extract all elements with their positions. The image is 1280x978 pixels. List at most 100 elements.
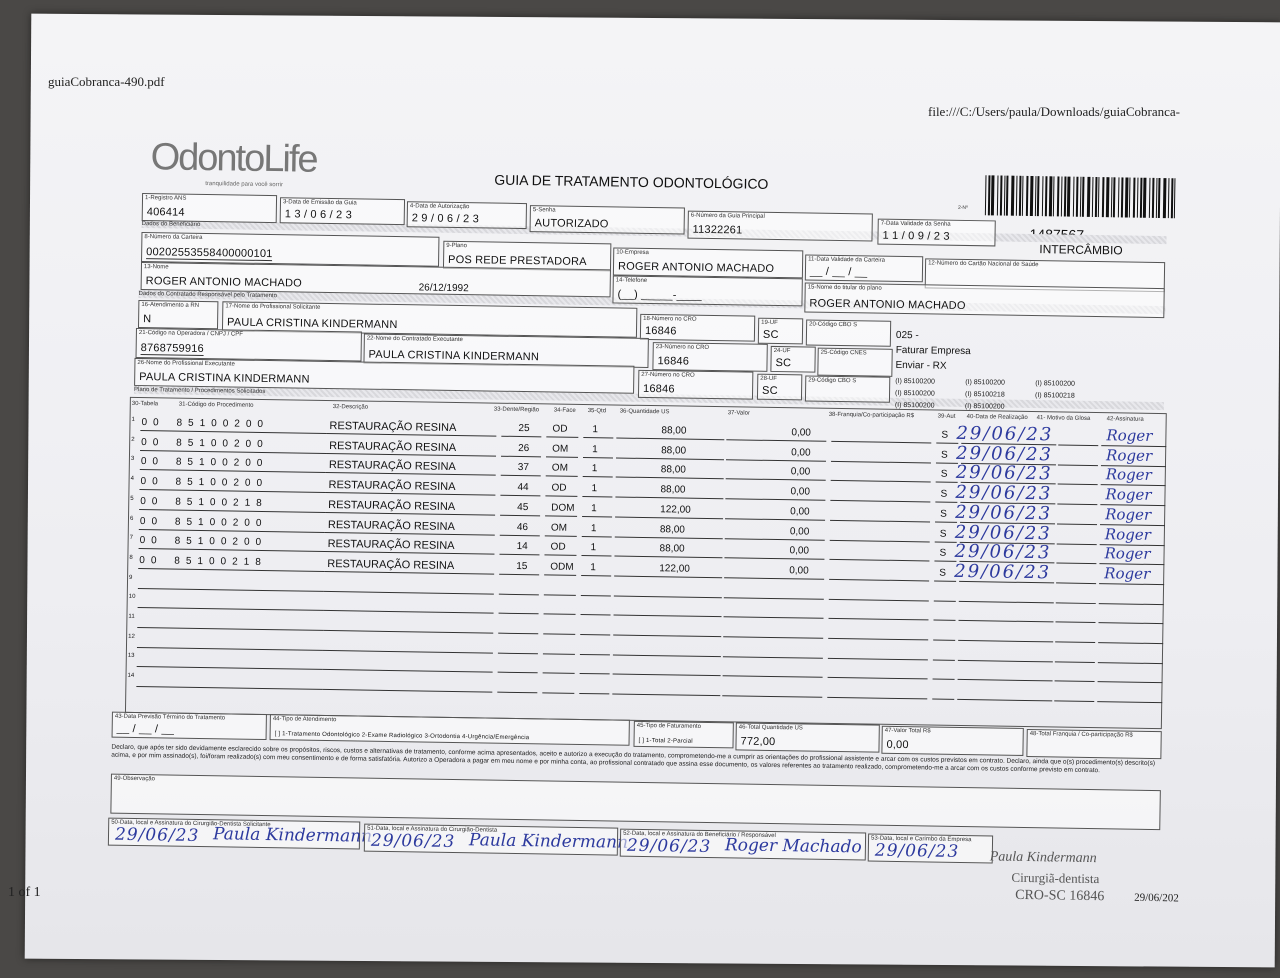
entry-line bbox=[544, 534, 577, 537]
field-45[interactable]: 45-Tipo de Faturamento [ ] 1-Total 2-Parc… bbox=[633, 720, 734, 749]
signature-date: 29/06/23 bbox=[874, 840, 960, 862]
field-24[interactable]: 24-UF SC bbox=[770, 345, 816, 373]
field-value: [ ] 1-Tratamento Odontológico 2-Exame Ra… bbox=[274, 731, 530, 742]
field-label: 20-Código CBO S bbox=[809, 321, 858, 329]
pdf-file-url: file:///C:/Users/paula/Downloads/guiaCob… bbox=[928, 104, 1180, 119]
field-23[interactable]: 23-Número no CRO 16846 bbox=[652, 342, 768, 372]
entry-line bbox=[500, 514, 541, 517]
column-header: 36-Quantidade US bbox=[619, 408, 670, 416]
field-21[interactable]: 21-Código na Operadora / CNPJ / CPF 87687… bbox=[135, 327, 362, 362]
field-4[interactable]: 4-Data de Autorização 2 9 / 0 6 / 2 3 bbox=[406, 201, 527, 230]
barcode-bar bbox=[1136, 177, 1139, 218]
field-18[interactable]: 18-Número no CRO 16846 bbox=[639, 313, 756, 342]
entry-line bbox=[1057, 483, 1098, 486]
entry-line bbox=[934, 560, 957, 563]
field-10[interactable]: 10-Empresa ROGER ANTONIO MACHADO bbox=[612, 247, 804, 279]
field-3[interactable]: 3-Data de Emissão da Guia 1 3 / 0 6 / 2 3 bbox=[279, 197, 406, 226]
stamp-title: Cirurgiã-dentista bbox=[1011, 869, 1100, 887]
entry-line bbox=[498, 632, 539, 635]
field-19[interactable]: 19-UF SC bbox=[757, 317, 804, 345]
entry-line bbox=[935, 501, 958, 503]
tooth: 44 bbox=[517, 482, 529, 494]
us-quantity: 88,00 bbox=[659, 523, 686, 536]
description: RESTAURAÇÃO RESINA bbox=[328, 498, 456, 513]
entry-line bbox=[830, 519, 931, 523]
field-16[interactable]: 16-Atendimento a RN N bbox=[137, 299, 219, 330]
field-25[interactable]: 25-Código CNES bbox=[817, 347, 893, 377]
barcode-bar bbox=[1120, 177, 1124, 218]
entry-line bbox=[542, 653, 575, 655]
signature-date: 29/06/23 bbox=[370, 830, 456, 853]
field-48[interactable]: 48-Total Franquia / Co-participação R$ bbox=[1026, 728, 1162, 760]
field-value: 772,00 bbox=[740, 735, 776, 749]
field-label: 16-Atendimento a RN bbox=[141, 302, 200, 309]
field-11[interactable]: 11-Data Validade da Carteira __ / __ / __ bbox=[804, 254, 924, 283]
barcode-bar bbox=[999, 175, 1003, 216]
field-14[interactable]: 14-Telefone (__) _____-____ bbox=[612, 275, 803, 307]
field-47[interactable]: 47-Valor Total R$ 0,00 bbox=[881, 725, 1024, 756]
face: OD bbox=[551, 482, 567, 494]
authorized: S bbox=[940, 508, 947, 520]
entry-line bbox=[580, 633, 611, 636]
entry-line bbox=[933, 639, 956, 641]
entry-line bbox=[543, 593, 576, 596]
field-46[interactable]: 46-Total Quantidade US 772,00 bbox=[735, 722, 880, 753]
signature-box[interactable]: 52-Data, local e Assinatura do Beneficiá… bbox=[619, 828, 867, 861]
entry-line bbox=[722, 695, 823, 698]
field-15[interactable]: 15-Nome do titular do plano ROGER ANTONIO… bbox=[804, 282, 1165, 319]
us-quantity: 122,00 bbox=[659, 563, 690, 575]
description: RESTAURAÇÃO RESINA bbox=[328, 479, 456, 494]
handwritten-signature: Paula Kindermann bbox=[212, 824, 373, 847]
field-6[interactable]: 6-Número da Guia Principal 11322261 bbox=[687, 210, 873, 242]
barcode-bar bbox=[1044, 176, 1048, 217]
entry-line bbox=[726, 439, 827, 442]
signature-box[interactable]: 50-Data, local e Assinatura do Cirurgião… bbox=[107, 817, 372, 850]
entry-line bbox=[957, 698, 1053, 702]
entry-line bbox=[1056, 542, 1097, 545]
field-8[interactable]: 8-Número da Carteira 00202553558400000101 bbox=[141, 232, 440, 267]
field-1[interactable]: 1-Registro ANS 406414 bbox=[141, 193, 278, 224]
field-27[interactable]: 27-Número no CRO 16846 bbox=[637, 369, 754, 400]
description: RESTAURAÇÃO RESINA bbox=[327, 518, 455, 533]
field-43[interactable]: 43-Data Previsão Término do Tratamento __… bbox=[111, 711, 267, 741]
description: RESTAURAÇÃO RESINA bbox=[328, 459, 456, 474]
description: RESTAURAÇÃO RESINA bbox=[329, 439, 457, 454]
quantity: 1 bbox=[590, 562, 596, 574]
entry-line bbox=[545, 495, 578, 498]
field-label: 7-Data Validade da Senha bbox=[880, 220, 951, 228]
field-29[interactable]: 29-Código CBO S bbox=[804, 375, 891, 403]
table-code: 00 bbox=[139, 554, 163, 567]
procedure-code-note: (I) 85100200 bbox=[895, 389, 935, 398]
signature-date: 29/06/23 bbox=[626, 835, 712, 858]
field-label: 8-Número da Carteira bbox=[144, 234, 203, 241]
table-code: 00 bbox=[140, 495, 164, 508]
barcode-bar bbox=[990, 175, 995, 216]
table-code: 00 bbox=[139, 515, 164, 527]
entry-line bbox=[932, 659, 955, 661]
note-line-3: Enviar - RX bbox=[895, 359, 947, 372]
field-7[interactable]: 7-Data Validade da Senha 1 1 / 0 9 / 2 3 bbox=[877, 218, 996, 247]
field-label: 1-Registro ANS bbox=[144, 195, 187, 202]
barcode-bar bbox=[1105, 177, 1110, 218]
patient-signature: Roger bbox=[1106, 426, 1153, 445]
signature-box[interactable]: 53-Data, local e Carimbo da Empresa 29/06… bbox=[867, 833, 994, 864]
signature-box[interactable]: 51-Data, local e Assinatura do Cirurgião… bbox=[363, 823, 628, 856]
barcode-bar bbox=[984, 175, 987, 216]
entry-line bbox=[828, 618, 929, 621]
entry-line bbox=[831, 440, 932, 444]
entry-line bbox=[723, 636, 824, 639]
entry-line bbox=[581, 555, 612, 557]
entry-line bbox=[542, 692, 575, 694]
field-label: 4-Data de Autorização bbox=[409, 203, 470, 211]
entry-line bbox=[1055, 641, 1096, 644]
authorized: S bbox=[940, 488, 948, 500]
field-label: 11-Data Validade da Carteira bbox=[808, 256, 886, 264]
field-value: __ / __ / __ bbox=[116, 722, 175, 736]
field-20[interactable]: 20-Código CBO S bbox=[805, 319, 892, 347]
quantity: 1 bbox=[590, 542, 597, 554]
field-28[interactable]: 28-UF SC bbox=[756, 373, 803, 401]
field-5[interactable]: 5-Senha AUTORIZADO bbox=[529, 205, 685, 235]
value: 0,00 bbox=[789, 565, 809, 577]
field-value: 2 9 / 0 6 / 2 3 bbox=[411, 212, 480, 226]
barcode-icon bbox=[984, 175, 1181, 219]
